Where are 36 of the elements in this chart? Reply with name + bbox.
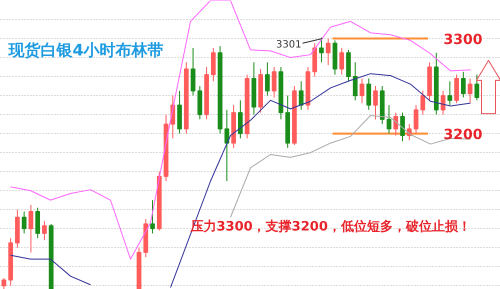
candlestick bbox=[440, 90, 446, 116]
candlestick bbox=[454, 74, 459, 104]
text: 现货白银4小时布林带 bbox=[8, 40, 164, 60]
candlestick bbox=[339, 48, 344, 76]
candlestick bbox=[346, 49, 351, 82]
candlestick bbox=[326, 38, 331, 66]
candlestick bbox=[474, 74, 480, 101]
candlestick bbox=[360, 78, 364, 104]
candlestick bbox=[272, 66, 277, 98]
candlestick bbox=[352, 62, 358, 101]
y-tick-label: 3200 bbox=[444, 127, 483, 144]
candlestick bbox=[28, 204, 34, 253]
candlestick bbox=[265, 62, 270, 96]
candlestick bbox=[197, 86, 202, 120]
candlestick bbox=[22, 211, 27, 234]
candlestick bbox=[400, 112, 405, 142]
candlestick bbox=[35, 207, 40, 239]
candlestick bbox=[2, 278, 6, 289]
candlestick bbox=[386, 104, 392, 134]
candlestick bbox=[238, 100, 243, 139]
candlestick bbox=[468, 78, 472, 104]
candlestick bbox=[190, 48, 196, 96]
y-tick-label: 3300 bbox=[444, 32, 483, 48]
candlestick bbox=[150, 200, 155, 234]
candlestick bbox=[312, 42, 318, 78]
candlestick bbox=[373, 86, 378, 120]
candlestick bbox=[447, 80, 452, 106]
candlestick bbox=[319, 37, 324, 63]
candlestick bbox=[460, 71, 466, 98]
candlestick bbox=[177, 90, 182, 134]
candlestick bbox=[42, 220, 47, 241]
candlestick bbox=[366, 78, 372, 110]
candlestick bbox=[414, 104, 418, 134]
candlestick bbox=[210, 48, 216, 82]
candlestick bbox=[420, 90, 426, 116]
annotation: 3301 bbox=[276, 39, 302, 50]
